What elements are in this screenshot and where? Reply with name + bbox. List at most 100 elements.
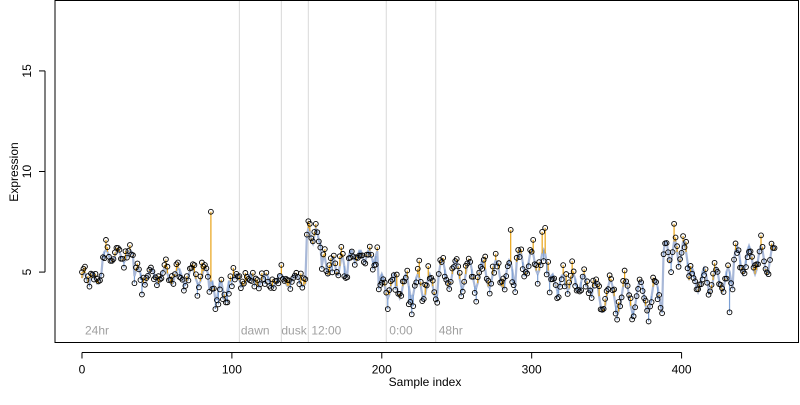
data-point-388 <box>660 251 667 258</box>
data-point-88 <box>211 285 217 292</box>
data-point-197 <box>374 244 381 251</box>
data-point-462 <box>771 245 778 251</box>
data-point-244 <box>444 280 451 286</box>
data-point-371 <box>635 286 641 292</box>
data-point-399 <box>677 256 683 263</box>
data-point-367 <box>629 316 635 323</box>
data-point-434 <box>729 286 736 293</box>
data-point-28 <box>121 264 127 271</box>
data-point-324 <box>564 291 571 297</box>
data-point-113 <box>248 278 255 284</box>
data-point-370 <box>633 293 640 299</box>
data-point-318 <box>555 294 562 300</box>
data-point-356 <box>612 310 619 317</box>
data-point-98 <box>226 290 232 297</box>
data-point-108 <box>241 280 247 287</box>
data-point-433 <box>728 280 734 287</box>
data-point-114 <box>250 269 256 276</box>
data-point-279 <box>497 279 504 286</box>
data-point-158 <box>315 238 322 245</box>
data-point-235 <box>431 289 438 295</box>
data-point-360 <box>618 294 625 301</box>
data-point-170 <box>333 269 340 275</box>
x-tick-label-0: 0 <box>79 363 86 377</box>
data-point-81 <box>200 263 207 270</box>
data-point-123 <box>263 269 270 276</box>
data-point-345 <box>596 283 602 290</box>
data-point-83 <box>203 265 210 272</box>
data-point-97 <box>224 299 231 306</box>
data-point-192 <box>366 243 373 250</box>
data-point-234 <box>429 277 436 284</box>
data-point-56 <box>163 256 169 263</box>
data-point-44 <box>145 272 151 279</box>
data-point-282 <box>501 286 508 293</box>
y-tick-label-2: 15 <box>20 64 34 78</box>
data-point-390 <box>663 240 670 246</box>
data-point-326 <box>567 272 574 279</box>
fit-curve <box>80 224 776 313</box>
data-point-352 <box>606 272 613 279</box>
data-point-272 <box>486 290 493 297</box>
data-point-139 <box>287 286 294 292</box>
data-point-456 <box>762 266 769 272</box>
data-point-292 <box>516 254 523 260</box>
data-point-273 <box>488 280 495 287</box>
data-point-5 <box>86 283 93 290</box>
data-point-334 <box>579 273 586 280</box>
data-point-276 <box>492 250 499 257</box>
data-point-133 <box>278 262 285 268</box>
data-point-46 <box>148 264 154 271</box>
data-point-32 <box>127 242 133 248</box>
data-point-49 <box>152 274 159 281</box>
data-point-291 <box>515 247 522 253</box>
fit-line <box>80 224 776 313</box>
data-point-13 <box>98 272 105 279</box>
data-point-171 <box>335 272 342 279</box>
plot-frame <box>54 0 799 343</box>
data-point-289 <box>512 289 519 295</box>
data-point-373 <box>638 279 644 286</box>
data-point-280 <box>498 278 505 285</box>
data-point-374 <box>639 288 646 294</box>
data-point-215 <box>401 278 408 285</box>
data-point-259 <box>467 259 474 265</box>
data-point-64 <box>175 259 181 266</box>
data-point-415 <box>701 272 707 278</box>
data-point-422 <box>711 259 718 266</box>
data-point-304 <box>534 280 541 287</box>
data-point-149 <box>302 276 309 283</box>
data-point-451 <box>755 261 761 268</box>
data-point-396 <box>672 234 679 241</box>
y-tick-label-0: 5 <box>20 268 34 275</box>
data-point-398 <box>675 263 682 270</box>
data-point-268 <box>480 256 487 263</box>
data-point-299 <box>527 247 534 253</box>
data-point-241 <box>440 255 447 261</box>
data-point-336 <box>582 283 589 290</box>
data-point-246 <box>447 279 454 285</box>
data-point-368 <box>630 313 637 320</box>
data-point-0 <box>79 269 85 275</box>
data-point-288 <box>510 282 517 289</box>
data-point-455 <box>761 258 767 265</box>
data-point-54 <box>160 270 166 276</box>
data-point-315 <box>551 275 558 282</box>
data-point-366 <box>627 295 634 302</box>
data-point-385 <box>656 292 662 298</box>
data-point-53 <box>158 275 165 282</box>
data-point-189 <box>362 260 369 267</box>
data-point-446 <box>747 248 754 255</box>
data-point-416 <box>702 266 709 273</box>
data-point-210 <box>393 271 400 278</box>
data-point-196 <box>372 261 379 268</box>
x-tick-label-3: 300 <box>522 363 542 377</box>
data-point-216 <box>402 274 409 281</box>
data-point-447 <box>749 253 755 260</box>
data-point-278 <box>495 260 502 267</box>
data-point-327 <box>569 258 576 265</box>
data-point-395 <box>671 220 677 227</box>
data-point-150 <box>303 231 310 238</box>
data-point-452 <box>756 248 763 255</box>
data-point-257 <box>464 260 471 267</box>
